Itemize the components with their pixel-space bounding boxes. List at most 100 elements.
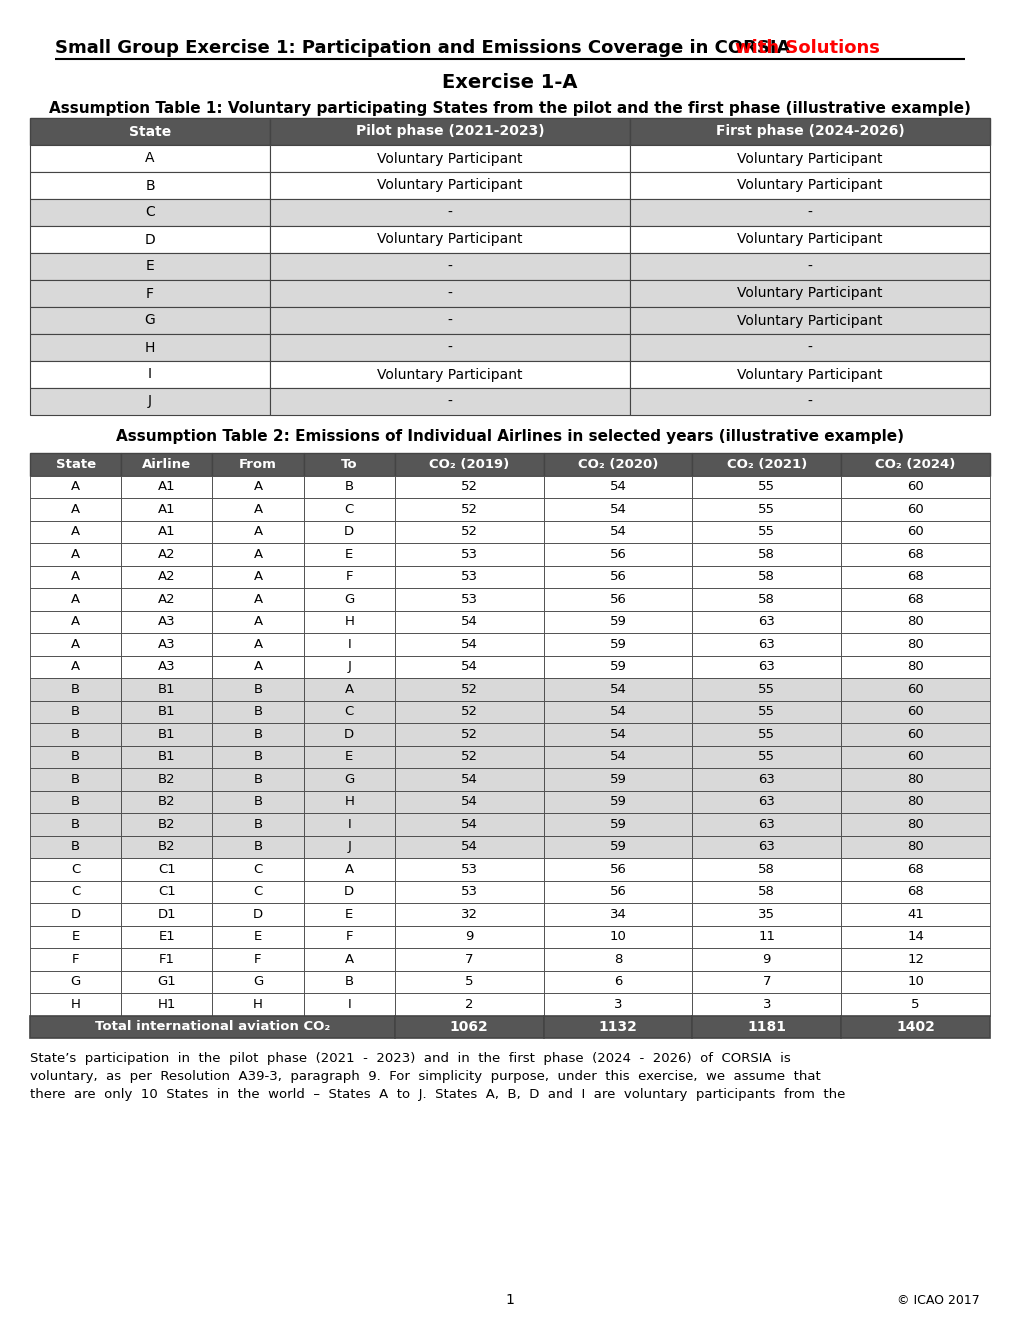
Text: 5: 5	[910, 998, 919, 1011]
Text: 55: 55	[757, 705, 774, 718]
Bar	[841, 475, 989, 498]
Bar	[692, 678, 841, 701]
Bar	[304, 610, 394, 634]
Bar	[692, 903, 841, 925]
Bar	[270, 199, 630, 226]
Bar	[692, 1015, 841, 1038]
Bar	[121, 543, 212, 565]
Text: 54: 54	[461, 660, 477, 673]
Bar	[692, 836, 841, 858]
Text: 63: 63	[757, 615, 774, 628]
Bar	[212, 903, 304, 925]
Text: B1: B1	[158, 750, 175, 763]
Text: 54: 54	[609, 750, 626, 763]
Text: B: B	[253, 682, 262, 696]
Text: D: D	[70, 908, 81, 921]
Text: CO₂ (2019): CO₂ (2019)	[429, 458, 508, 471]
Bar	[543, 610, 692, 634]
Bar	[841, 453, 989, 475]
Text: B1: B1	[158, 705, 175, 718]
Bar	[30, 746, 121, 768]
Bar	[304, 858, 394, 880]
Text: C: C	[344, 705, 354, 718]
Bar	[394, 587, 543, 610]
Text: -: -	[807, 341, 812, 355]
Text: 34: 34	[609, 908, 626, 921]
Text: C: C	[71, 886, 81, 898]
Bar	[212, 610, 304, 634]
Bar	[304, 587, 394, 610]
Bar	[630, 360, 989, 388]
Text: A: A	[253, 503, 262, 516]
Text: J: J	[346, 660, 351, 673]
Text: J: J	[148, 395, 152, 408]
Text: 68: 68	[906, 570, 923, 583]
Text: 52: 52	[461, 525, 477, 539]
Bar	[121, 587, 212, 610]
Bar	[30, 253, 270, 280]
Bar	[304, 701, 394, 723]
Text: Voluntary Participant: Voluntary Participant	[737, 286, 881, 301]
Bar	[630, 172, 989, 199]
Text: -: -	[447, 314, 452, 327]
Bar	[841, 1015, 989, 1038]
Text: A: A	[253, 525, 262, 539]
Text: 52: 52	[461, 705, 477, 718]
Text: C1: C1	[158, 886, 175, 898]
Text: B1: B1	[158, 682, 175, 696]
Text: B: B	[71, 705, 81, 718]
Bar	[543, 858, 692, 880]
Bar	[212, 565, 304, 587]
Text: 56: 56	[609, 548, 626, 561]
Text: 3: 3	[613, 998, 622, 1011]
Bar	[394, 768, 543, 791]
Text: 54: 54	[461, 615, 477, 628]
Text: 60: 60	[906, 525, 923, 539]
Bar	[30, 475, 121, 498]
Bar	[270, 280, 630, 308]
Text: 58: 58	[757, 593, 774, 606]
Bar	[543, 634, 692, 656]
Bar	[30, 903, 121, 925]
Bar	[30, 813, 121, 836]
Bar	[841, 520, 989, 543]
Bar	[692, 791, 841, 813]
Text: -: -	[807, 395, 812, 408]
Bar	[121, 813, 212, 836]
Bar	[841, 634, 989, 656]
Bar	[841, 746, 989, 768]
Bar	[394, 475, 543, 498]
Bar	[543, 498, 692, 520]
Text: A: A	[71, 638, 81, 651]
Text: 59: 59	[609, 772, 626, 785]
Text: C: C	[145, 206, 155, 219]
Bar	[692, 453, 841, 475]
Bar	[121, 746, 212, 768]
Text: A1: A1	[158, 525, 175, 539]
Text: A1: A1	[158, 480, 175, 494]
Text: H: H	[253, 998, 263, 1011]
Text: 52: 52	[461, 480, 477, 494]
Bar	[304, 475, 394, 498]
Text: B2: B2	[158, 795, 175, 808]
Bar	[121, 610, 212, 634]
Text: G: G	[343, 593, 354, 606]
Text: Total international aviation CO₂: Total international aviation CO₂	[95, 1020, 330, 1034]
Bar	[841, 587, 989, 610]
Text: 60: 60	[906, 705, 923, 718]
Bar	[121, 768, 212, 791]
Bar	[30, 768, 121, 791]
Bar	[30, 723, 121, 746]
Bar	[394, 498, 543, 520]
Text: I: I	[148, 367, 152, 381]
Text: G: G	[253, 975, 263, 989]
Text: A: A	[253, 480, 262, 494]
Bar	[543, 746, 692, 768]
Text: I: I	[347, 998, 351, 1011]
Text: 55: 55	[757, 682, 774, 696]
Bar	[692, 475, 841, 498]
Text: E: E	[344, 750, 353, 763]
Text: 58: 58	[757, 570, 774, 583]
Bar	[212, 993, 304, 1015]
Text: 54: 54	[609, 525, 626, 539]
